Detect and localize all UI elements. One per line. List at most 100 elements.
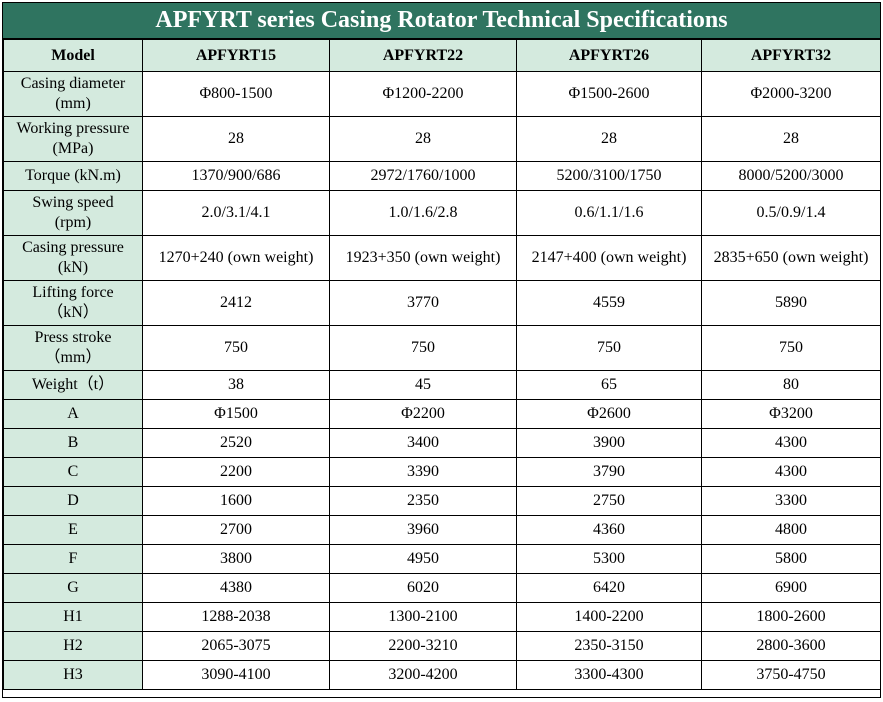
table-cell: Φ2200 bbox=[329, 399, 517, 429]
table-row: H2 2065-3075 2200-3210 2350-3150 2800-3600 bbox=[3, 631, 881, 661]
row-label-line: H3 bbox=[63, 666, 83, 683]
table-cell: Φ2000-3200 bbox=[701, 71, 881, 117]
table-cell: 2350 bbox=[329, 486, 517, 516]
table-cell: 3800 bbox=[142, 544, 330, 574]
row-label: Casing diameter (mm) bbox=[3, 71, 143, 117]
table-row: F 3800 4950 5300 5800 bbox=[3, 544, 881, 574]
table-cell: 6020 bbox=[329, 573, 517, 603]
table-cell: 2.0/3.1/4.1 bbox=[142, 190, 330, 236]
table-cell: 750 bbox=[329, 325, 517, 371]
row-label-line: （kN） bbox=[47, 304, 99, 321]
row-label-line: E bbox=[68, 521, 78, 538]
row-label: Weight（t） bbox=[3, 370, 143, 400]
table-cell: 3770 bbox=[329, 280, 517, 326]
row-label-line: B bbox=[67, 434, 79, 451]
table-cell: 750 bbox=[142, 325, 330, 371]
table-cell: 750 bbox=[516, 325, 702, 371]
table-cell: 3090-4100 bbox=[142, 660, 330, 690]
table-row: B 2520 3400 3900 4300 bbox=[3, 428, 881, 458]
table-cell: 28 bbox=[329, 116, 517, 162]
table-cell: 750 bbox=[701, 325, 881, 371]
row-label: Press stroke （mm） bbox=[3, 325, 143, 371]
row-label: F bbox=[3, 544, 143, 574]
row-label: Torque (kN.m) bbox=[3, 161, 143, 191]
table-cell: 2200-3210 bbox=[329, 631, 517, 661]
header-cell-apfyrt22: APFYRT22 bbox=[329, 39, 517, 72]
table-cell: 2147+400 (own weight) bbox=[516, 235, 702, 281]
row-label: G bbox=[3, 573, 143, 603]
row-label-line: Press stroke bbox=[34, 329, 112, 346]
table-cell: Φ2600 bbox=[516, 399, 702, 429]
table-cell: 1923+350 (own weight) bbox=[329, 235, 517, 281]
table-cell: 4559 bbox=[516, 280, 702, 326]
table-cell: 2065-3075 bbox=[142, 631, 330, 661]
table-cell: 28 bbox=[142, 116, 330, 162]
table-cell: 2972/1760/1000 bbox=[329, 161, 517, 191]
table-cell: 5300 bbox=[516, 544, 702, 574]
table-row: E 2700 3960 4360 4800 bbox=[3, 515, 881, 545]
table-cell: 3200-4200 bbox=[329, 660, 517, 690]
row-label-line: （mm） bbox=[44, 349, 102, 366]
table-cell: 4300 bbox=[701, 457, 881, 487]
table-cell: Φ1500 bbox=[142, 399, 330, 429]
table-cell: 2800-3600 bbox=[701, 631, 881, 661]
row-label-line: Casing pressure bbox=[22, 239, 124, 256]
row-label: B bbox=[3, 428, 143, 458]
row-label: A bbox=[3, 399, 143, 429]
table-cell: 4360 bbox=[516, 515, 702, 545]
table-row: Torque (kN.m) 1370/900/686 2972/1760/1000 5… bbox=[3, 161, 881, 191]
table-cell: 3960 bbox=[329, 515, 517, 545]
header-cell-apfyrt26: APFYRT26 bbox=[516, 39, 702, 72]
row-label-line: G bbox=[67, 579, 79, 596]
table-cell: 0.6/1.1/1.6 bbox=[516, 190, 702, 236]
table-row: A Φ1500 Φ2200 Φ2600 Φ3200 bbox=[3, 399, 881, 429]
table-cell: 0.5/0.9/1.4 bbox=[701, 190, 881, 236]
table-cell: 1.0/1.6/2.8 bbox=[329, 190, 517, 236]
table-cell: 2412 bbox=[142, 280, 330, 326]
row-label-line: D bbox=[67, 492, 79, 509]
row-label-line: (MPa) bbox=[52, 140, 94, 157]
table-cell: 3750-4750 bbox=[701, 660, 881, 690]
table-cell: 2835+650 (own weight) bbox=[701, 235, 881, 281]
table-cell: 4300 bbox=[701, 428, 881, 458]
table-cell: 80 bbox=[701, 370, 881, 400]
table-cell: 45 bbox=[329, 370, 517, 400]
table-cell: Φ1500-2600 bbox=[516, 71, 702, 117]
table-cell: 3790 bbox=[516, 457, 702, 487]
table-cell: Φ1200-2200 bbox=[329, 71, 517, 117]
table-cell: 1270+240 (own weight) bbox=[142, 235, 330, 281]
row-label: Casing pressure (kN) bbox=[3, 235, 143, 281]
table-cell: 5800 bbox=[701, 544, 881, 574]
table-cell: 2750 bbox=[516, 486, 702, 516]
table-row: Lifting force （kN） 2412 3770 4559 5890 bbox=[3, 280, 881, 326]
spec-table: Model APFYRT15 APFYRT22 APFYRT26 APFYRT3… bbox=[3, 39, 881, 690]
table-row: H3 3090-4100 3200-4200 3300-4300 3750-4750 bbox=[3, 660, 881, 690]
page-title: APFYRT series Casing Rotator Technical S… bbox=[3, 3, 880, 39]
table-cell: 28 bbox=[516, 116, 702, 162]
table-cell: 2350-3150 bbox=[516, 631, 702, 661]
row-label-line: F bbox=[68, 550, 78, 567]
table-cell: 6420 bbox=[516, 573, 702, 603]
table-cell: 6900 bbox=[701, 573, 881, 603]
table-row: Weight（t） 38 45 65 80 bbox=[3, 370, 881, 400]
row-label-line: Weight（t） bbox=[31, 376, 115, 393]
row-label: C bbox=[3, 457, 143, 487]
table-cell: 4380 bbox=[142, 573, 330, 603]
table-cell: 1288-2038 bbox=[142, 602, 330, 632]
table-row: C 2200 3390 3790 4300 bbox=[3, 457, 881, 487]
table-cell: 65 bbox=[516, 370, 702, 400]
table-cell: 3400 bbox=[329, 428, 517, 458]
table-cell: 3300 bbox=[701, 486, 881, 516]
row-label-line: A bbox=[67, 405, 79, 422]
table-cell: 5200/3100/1750 bbox=[516, 161, 702, 191]
row-label: Swing speed (rpm) bbox=[3, 190, 143, 236]
row-label: E bbox=[3, 515, 143, 545]
row-label: H2 bbox=[3, 631, 143, 661]
table-cell: 1370/900/686 bbox=[142, 161, 330, 191]
table-cell: 1800-2600 bbox=[701, 602, 881, 632]
table-cell: Φ800-1500 bbox=[142, 71, 330, 117]
row-label: Working pressure (MPa) bbox=[3, 116, 143, 162]
row-label: H1 bbox=[3, 602, 143, 632]
row-label-line: (kN) bbox=[57, 259, 89, 276]
